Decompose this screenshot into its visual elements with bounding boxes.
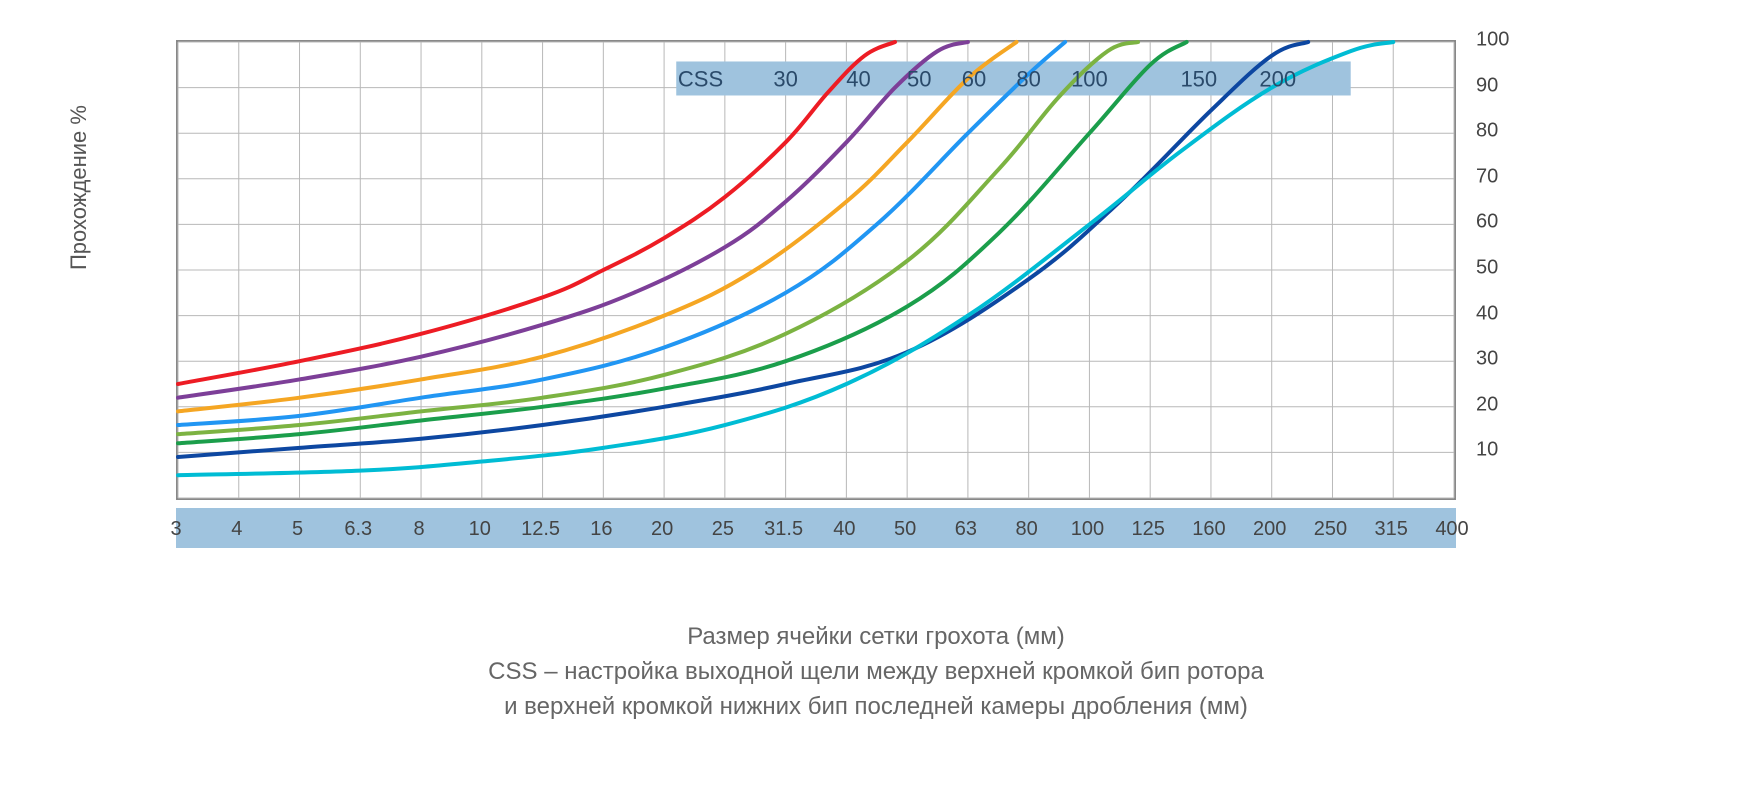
x-tick: 12.5 xyxy=(521,518,560,541)
legend-label: 60 xyxy=(962,66,986,91)
y-tick: 80 xyxy=(1476,120,1498,143)
x-tick: 40 xyxy=(833,518,855,541)
x-tick: 200 xyxy=(1253,518,1286,541)
x-tick: 10 xyxy=(469,518,491,541)
y-tick: 20 xyxy=(1476,393,1498,416)
x-tick: 125 xyxy=(1132,518,1165,541)
y-tick: 70 xyxy=(1476,165,1498,188)
series-css-150 xyxy=(178,42,1308,457)
caption-line-2: CSS – настройка выходной щели между верх… xyxy=(176,655,1576,690)
y-tick: 10 xyxy=(1476,439,1498,462)
x-tick: 315 xyxy=(1375,518,1408,541)
x-tick: 3 xyxy=(170,518,181,541)
legend-label: CSS xyxy=(678,66,723,91)
legend-label: 100 xyxy=(1071,66,1108,91)
caption-line-3: и верхней кромкой нижних бип последней к… xyxy=(176,690,1576,725)
caption-line-1: Размер ячейки сетки грохота (мм) xyxy=(176,620,1576,655)
x-tick: 16 xyxy=(590,518,612,541)
x-axis-ticks: 3456.381012.516202531.540506380100125160… xyxy=(176,510,1456,550)
x-tick: 31.5 xyxy=(764,518,803,541)
x-tick: 50 xyxy=(894,518,916,541)
chart-caption: Размер ячейки сетки грохота (мм) CSS – н… xyxy=(176,620,1576,724)
x-tick: 160 xyxy=(1192,518,1225,541)
chart-container: Прохождение % CSS3040506080100150200 345… xyxy=(76,30,1676,590)
y-axis-ticks: 102030405060708090100 xyxy=(1476,40,1556,500)
x-tick: 20 xyxy=(651,518,673,541)
y-tick: 100 xyxy=(1476,29,1509,52)
x-tick: 8 xyxy=(413,518,424,541)
x-tick: 6.3 xyxy=(344,518,372,541)
legend-label: 150 xyxy=(1180,66,1217,91)
plot-area: CSS 30 40 50 60 80 100 150 200 xyxy=(176,40,1456,500)
legend-label: 50 xyxy=(907,66,931,91)
x-tick: 400 xyxy=(1435,518,1468,541)
x-tick: 25 xyxy=(712,518,734,541)
y-tick: 90 xyxy=(1476,74,1498,97)
x-tick: 250 xyxy=(1314,518,1347,541)
y-tick: 50 xyxy=(1476,257,1498,280)
x-tick: 80 xyxy=(1016,518,1038,541)
series-css-100 xyxy=(178,42,1187,443)
y-tick: 30 xyxy=(1476,348,1498,371)
legend-label: 80 xyxy=(1016,66,1040,91)
legend-label: 30 xyxy=(773,66,797,91)
x-tick: 100 xyxy=(1071,518,1104,541)
x-tick: 5 xyxy=(292,518,303,541)
legend-label: 40 xyxy=(846,66,870,91)
y-tick: 60 xyxy=(1476,211,1498,234)
legend-label: 200 xyxy=(1259,66,1296,91)
x-tick: 4 xyxy=(231,518,242,541)
series-css-50 xyxy=(178,42,1017,411)
series-css-60 xyxy=(178,42,1065,425)
x-tick: 63 xyxy=(955,518,977,541)
y-tick: 40 xyxy=(1476,302,1498,325)
y-axis-label: Прохождение % xyxy=(66,105,92,270)
